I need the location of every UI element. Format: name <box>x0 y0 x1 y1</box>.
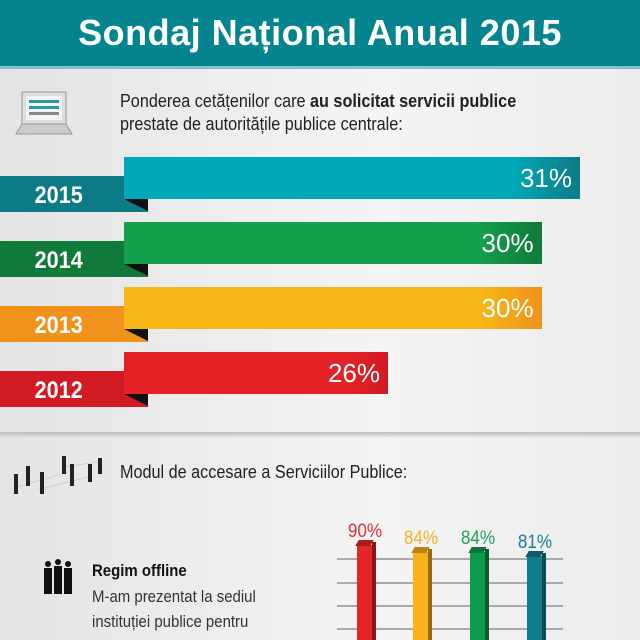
column-value-label: 81% <box>517 531 553 553</box>
ribbon-fold <box>124 199 148 211</box>
bar-2013: 30% <box>124 287 542 329</box>
ribbon-fold <box>124 329 148 341</box>
year-label: 2012 <box>34 377 83 404</box>
intro-text: Ponderea cetățenilor care <box>120 91 311 111</box>
bar-2014: 30% <box>124 222 542 264</box>
people-network-icon <box>14 456 102 494</box>
year-tab: 2013 <box>0 306 148 342</box>
year-tab: 2015 <box>0 176 148 212</box>
bar-value-label: 30% <box>481 293 534 323</box>
gridline <box>337 558 563 560</box>
ribbon-fold <box>124 394 148 406</box>
year-label: 2014 <box>34 247 83 274</box>
column-bar <box>411 547 432 640</box>
section1-intro: Ponderea cetățenilor care au solicitat s… <box>120 90 516 136</box>
column-value-label: 84% <box>460 528 496 550</box>
intro-bold-text: au solicitat servicii publice <box>310 91 517 111</box>
column-bar <box>525 550 546 640</box>
offline-description: M-am prezentat la sediul instituției pub… <box>92 584 286 634</box>
section2-title: Modul de accesare a Serviciilor Publice: <box>120 462 408 482</box>
offline-title: Regim offline <box>92 561 187 580</box>
offline-line: M-am prezentat la sediul <box>92 587 256 606</box>
bar-value-label: 31% <box>519 163 572 193</box>
column-bar <box>468 547 489 640</box>
divider <box>0 432 640 438</box>
gridline <box>337 605 563 607</box>
year-tab: 2012 <box>0 371 148 407</box>
year-tab: 2014 <box>0 241 148 277</box>
year-label: 2013 <box>34 312 83 339</box>
bar-2015: 31% <box>124 157 580 199</box>
year-label: 2015 <box>34 182 83 209</box>
offline-line: instituției publice pentru <box>92 612 249 631</box>
laptop-icon <box>15 91 73 135</box>
page-title: Sondaj Național Anual 2015 <box>78 12 562 53</box>
bar-value-label: 30% <box>481 228 534 258</box>
column-value-label: 84% <box>403 528 439 550</box>
group-people-icon <box>44 559 72 594</box>
bar-value-label: 26% <box>327 358 380 388</box>
ribbon-fold <box>124 264 148 276</box>
column-bar <box>355 540 376 640</box>
bar-2012: 26% <box>124 352 388 394</box>
gridline <box>337 582 563 584</box>
gridline <box>337 628 563 630</box>
header: Sondaj Național Anual 2015 <box>0 0 640 69</box>
column-value-label: 90% <box>347 521 383 542</box>
intro-text-line2: prestate de autoritățile publice central… <box>120 114 403 134</box>
